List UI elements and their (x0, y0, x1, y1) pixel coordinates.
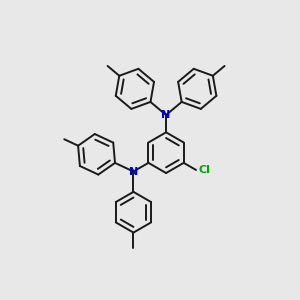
Text: Cl: Cl (199, 165, 211, 175)
Text: N: N (161, 110, 171, 120)
Text: N: N (129, 167, 138, 176)
